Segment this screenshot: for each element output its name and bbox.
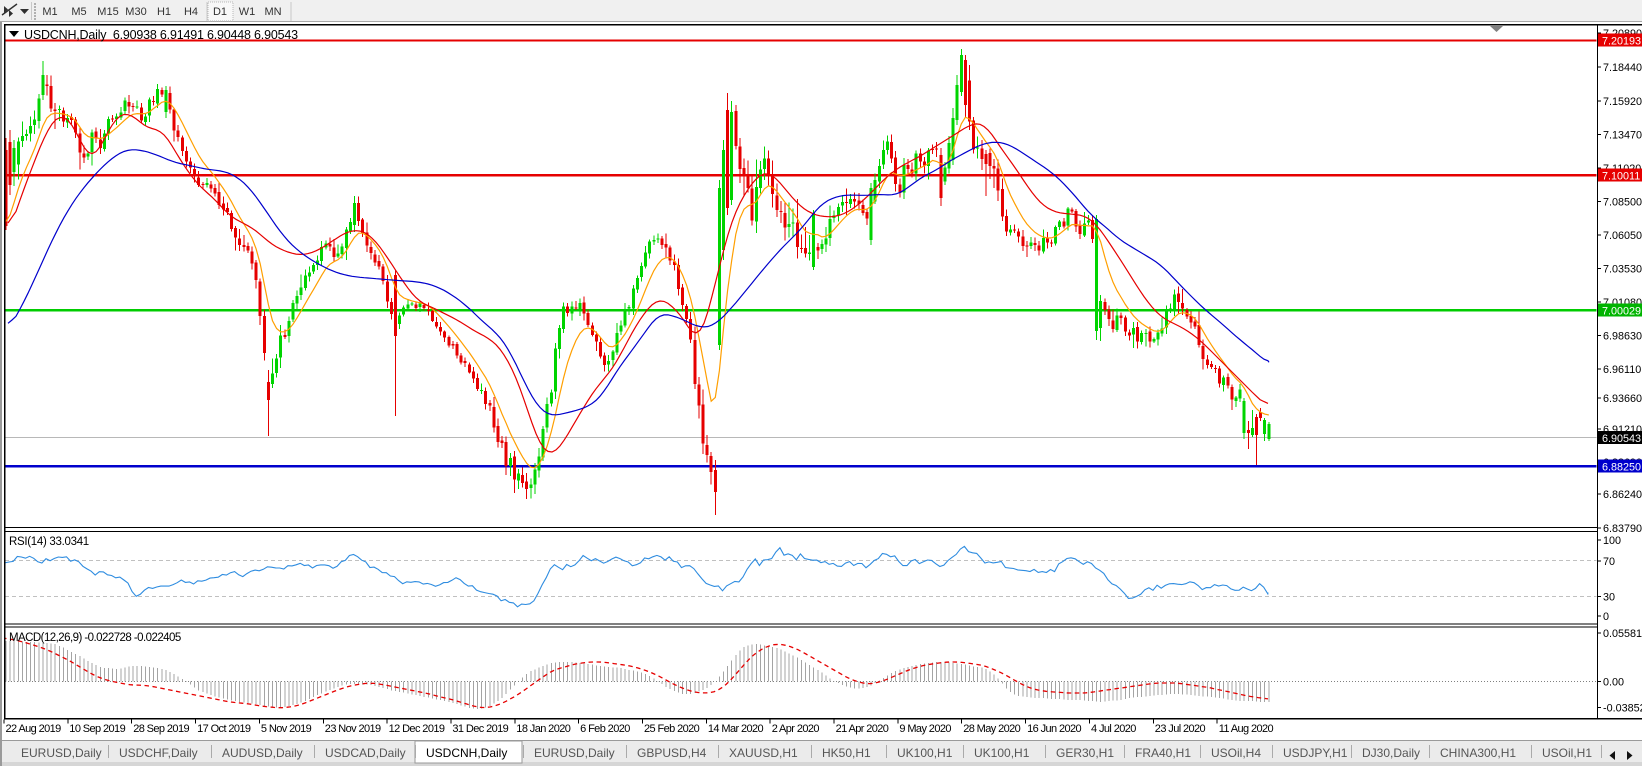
svg-text:XAUUSD,H1: XAUUSD,H1	[729, 746, 798, 760]
svg-text:M5: M5	[71, 6, 86, 18]
svg-text:0.05581: 0.05581	[1603, 628, 1642, 640]
svg-text:USDCNH,Daily: USDCNH,Daily	[426, 746, 507, 760]
svg-text:H1: H1	[157, 6, 171, 18]
svg-text:23 Jul 2020: 23 Jul 2020	[1155, 723, 1206, 735]
svg-text:USDCAD,Daily: USDCAD,Daily	[325, 746, 406, 760]
svg-text:16 Jun 2020: 16 Jun 2020	[1027, 723, 1081, 735]
svg-text:6 Feb 2020: 6 Feb 2020	[580, 723, 630, 735]
svg-text:7.03530: 7.03530	[1603, 264, 1642, 276]
svg-text:22 Aug 2019: 22 Aug 2019	[6, 723, 62, 735]
svg-text:EURUSD,Daily: EURUSD,Daily	[534, 746, 615, 760]
svg-text:USDCHF,Daily: USDCHF,Daily	[119, 746, 198, 760]
svg-text:100: 100	[1603, 535, 1621, 547]
svg-text:MN: MN	[264, 6, 281, 18]
svg-text:D1: D1	[213, 6, 227, 18]
svg-text:5 Nov 2019: 5 Nov 2019	[261, 723, 312, 735]
svg-text:USOil,H4: USOil,H4	[1211, 746, 1261, 760]
svg-text:HK50,H1: HK50,H1	[822, 746, 871, 760]
svg-text:DJ30,Daily: DJ30,Daily	[1362, 746, 1420, 760]
svg-text:0: 0	[1603, 611, 1609, 623]
svg-text:2 Apr 2020: 2 Apr 2020	[772, 723, 820, 735]
svg-text:18 Jan 2020: 18 Jan 2020	[516, 723, 570, 735]
svg-text:CHINA300,H1: CHINA300,H1	[1440, 746, 1516, 760]
svg-text:6.90543: 6.90543	[1602, 433, 1641, 445]
svg-text:10 Sep 2019: 10 Sep 2019	[69, 723, 125, 735]
svg-text:6.96110: 6.96110	[1603, 364, 1641, 376]
svg-text:UK100,H1: UK100,H1	[974, 746, 1030, 760]
svg-text:9 May 2020: 9 May 2020	[899, 723, 951, 735]
svg-text:-0.038524: -0.038524	[1603, 703, 1642, 715]
svg-text:6.83790: 6.83790	[1603, 523, 1642, 535]
svg-text:6.93660: 6.93660	[1603, 393, 1642, 405]
svg-text:25 Feb 2020: 25 Feb 2020	[644, 723, 700, 735]
svg-text:0.00: 0.00	[1603, 676, 1624, 688]
svg-text:7.10011: 7.10011	[1602, 171, 1640, 183]
svg-text:UK100,H1: UK100,H1	[897, 746, 953, 760]
svg-text:M30: M30	[125, 6, 146, 18]
svg-text:USDJPY,H1: USDJPY,H1	[1283, 746, 1348, 760]
svg-text:RSI(14) 33.0341: RSI(14) 33.0341	[9, 536, 89, 548]
svg-text:7.18440: 7.18440	[1603, 62, 1642, 74]
svg-text:12 Dec 2019: 12 Dec 2019	[389, 723, 445, 735]
svg-text:AUDUSD,Daily: AUDUSD,Daily	[222, 746, 303, 760]
svg-text:7.00029: 7.00029	[1602, 306, 1641, 318]
svg-text:H4: H4	[184, 6, 198, 18]
svg-text:7.08500: 7.08500	[1603, 197, 1642, 209]
svg-text:23 Nov 2019: 23 Nov 2019	[325, 723, 381, 735]
svg-text:W1: W1	[239, 6, 256, 18]
svg-text:FRA40,H1: FRA40,H1	[1135, 746, 1191, 760]
svg-text:M15: M15	[97, 6, 118, 18]
svg-text:GBPUSD,H4: GBPUSD,H4	[637, 746, 707, 760]
svg-text:USOil,H1: USOil,H1	[1542, 746, 1592, 760]
svg-text:28 Sep 2019: 28 Sep 2019	[133, 723, 189, 735]
svg-text:7.06050: 7.06050	[1603, 230, 1642, 242]
svg-text:7.13470: 7.13470	[1603, 130, 1642, 142]
svg-text:6.98630: 6.98630	[1603, 331, 1642, 343]
svg-text:21 Apr 2020: 21 Apr 2020	[836, 723, 889, 735]
svg-text:EURUSD,Daily: EURUSD,Daily	[21, 746, 102, 760]
svg-text:USDCNH,Daily 6.90938 6.91491: USDCNH,Daily 6.90938 6.91491 6.90448 6.9…	[24, 28, 298, 42]
svg-text:11 Aug 2020: 11 Aug 2020	[1219, 723, 1274, 735]
svg-text:28 May 2020: 28 May 2020	[963, 723, 1020, 735]
svg-text:6.86240: 6.86240	[1603, 489, 1642, 501]
svg-text:31 Dec 2019: 31 Dec 2019	[452, 723, 508, 735]
svg-text:4 Jul 2020: 4 Jul 2020	[1091, 723, 1136, 735]
svg-text:14 Mar 2020: 14 Mar 2020	[708, 723, 764, 735]
svg-text:6.88250: 6.88250	[1602, 462, 1641, 474]
svg-text:M1: M1	[42, 6, 57, 18]
svg-text:7.15920: 7.15920	[1603, 96, 1642, 108]
svg-text:70: 70	[1603, 556, 1615, 568]
svg-text:7.20193: 7.20193	[1602, 36, 1641, 48]
svg-text:30: 30	[1603, 592, 1615, 604]
svg-text:17 Oct 2019: 17 Oct 2019	[197, 723, 251, 735]
svg-text:MACD(12,26,9) -0.022728 -0.022: MACD(12,26,9) -0.022728 -0.022405	[9, 632, 181, 644]
svg-text:GER30,H1: GER30,H1	[1056, 746, 1114, 760]
